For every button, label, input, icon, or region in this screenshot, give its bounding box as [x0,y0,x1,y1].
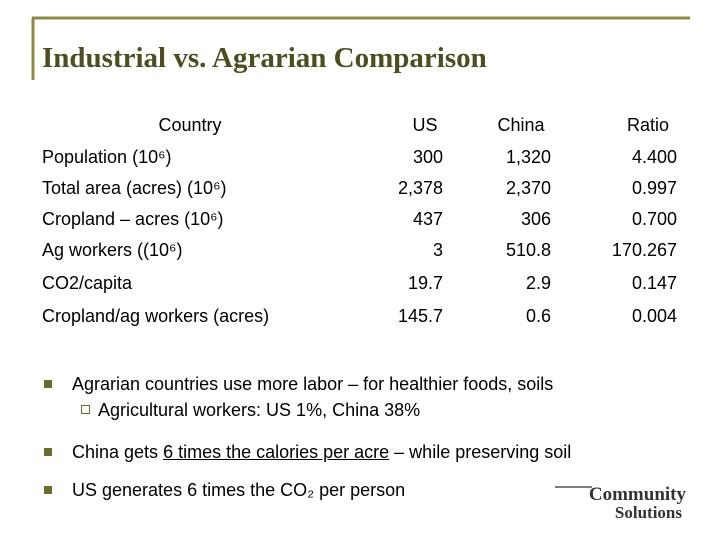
underlined-text: 6 times the calories per acre [163,442,390,462]
title: Industrial vs. Agrarian Comparison [42,42,487,74]
column-header: US [412,115,438,135]
cell-value: 3 [432,240,443,260]
sub-bullet-marker [81,405,90,414]
row-label: Cropland – acres (10⁶) [42,209,224,229]
column-header: Ratio [626,115,670,135]
cell-value: 0.997 [631,178,677,198]
logo-text: Solutions [614,503,682,522]
bullet-marker [44,448,52,456]
cell-value: 300 [412,147,443,167]
column-header: China [497,115,545,135]
cell-value: 2.9 [525,273,551,293]
cell-value: 19.7 [407,273,443,293]
column-header: Country [158,115,222,135]
bullet-text: US generates 6 times the CO₂ per person [72,480,406,500]
cell-value: 0.147 [631,273,677,293]
cell-value: 437 [412,209,443,229]
bullet-marker [44,486,52,494]
row-label: Ag workers ((10⁶) [42,240,183,260]
row-label: Population (10⁶) [42,147,172,167]
cell-value: 2,370 [505,178,551,198]
bullet-text: Agrarian countries use more labor – for … [72,374,554,394]
row-label: Cropland/ag workers (acres) [42,306,270,326]
cell-value: 0.700 [631,209,677,229]
logo-text: Community [588,484,686,505]
cell-value: 170.267 [611,240,677,260]
cell-value: 145.7 [397,306,443,326]
text: – while preserving soil [389,442,572,462]
cell-value: 0.004 [631,306,677,326]
cell-value: 510.8 [505,240,551,260]
cell-value: 4.400 [631,147,677,167]
row-label: Total area (acres) (10⁶) [42,178,227,198]
row-label: CO2/capita [42,273,133,293]
cell-value: 1,320 [505,147,551,167]
text: China gets [72,442,164,462]
sub-bullet-text: Agricultural workers: US 1%, China 38% [98,400,421,420]
cell-value: 306 [520,209,551,229]
cell-value: 2,378 [397,178,443,198]
bullet-marker [44,380,52,388]
bullet-text: China gets 6 times the calories per acre… [72,441,571,463]
cell-value: 0.6 [525,306,551,326]
